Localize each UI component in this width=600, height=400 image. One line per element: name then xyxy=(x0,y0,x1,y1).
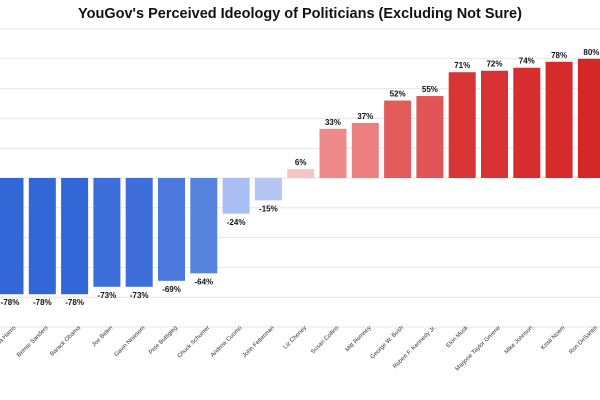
category-label: George W. Bush xyxy=(370,325,405,360)
bar-value-label: 78% xyxy=(551,51,567,60)
bar xyxy=(416,96,444,178)
category-label: Elon Musk xyxy=(446,324,471,349)
bar-value-label: 33% xyxy=(325,118,341,127)
bar xyxy=(319,128,347,178)
bar-value-label: 72% xyxy=(486,60,502,69)
bar-value-label: -78% xyxy=(33,298,52,307)
bar-value-label: 55% xyxy=(422,85,438,94)
bar-value-label: -73% xyxy=(98,291,117,300)
bar xyxy=(513,67,541,178)
bar-value-label: -69% xyxy=(162,285,181,294)
bar-value-label: -78% xyxy=(65,298,84,307)
bar xyxy=(28,178,56,295)
bar-value-label: 71% xyxy=(454,61,470,70)
bar-value-label: -73% xyxy=(130,291,149,300)
bar xyxy=(577,58,600,178)
category-label: Ron DeSantis xyxy=(568,325,598,355)
bars xyxy=(0,58,600,295)
bar xyxy=(0,178,24,295)
bar xyxy=(448,72,476,178)
bar xyxy=(287,169,315,178)
category-label: Susan Collins xyxy=(310,325,340,355)
category-label: Andrew Cuomo xyxy=(210,325,244,359)
bar xyxy=(384,100,412,178)
bar-value-label: -78% xyxy=(1,298,20,307)
category-label: Pete Buttigieg xyxy=(148,325,179,356)
bar xyxy=(545,61,573,178)
bar xyxy=(222,178,250,214)
category-label: Chuck Schumer xyxy=(177,325,211,359)
bar-value-label: 80% xyxy=(583,48,599,57)
bar xyxy=(254,178,282,201)
bar xyxy=(125,178,153,287)
category-label: Kamala Harris xyxy=(0,325,17,356)
bar xyxy=(61,178,89,295)
bar xyxy=(190,178,218,274)
bar-value-label: -64% xyxy=(194,277,213,286)
bar-value-label: -15% xyxy=(259,204,278,213)
value-labels: -78% -78% -78% -73% -73% -69% -64% -24% -15% 6% 33… xyxy=(1,48,600,307)
bar xyxy=(481,70,508,178)
category-label: Bernie Sanders xyxy=(16,325,49,358)
bar-value-label: 52% xyxy=(390,90,406,99)
category-label: Mike Johnson xyxy=(504,325,534,355)
bar xyxy=(93,178,121,287)
category-label: Mitt Romney xyxy=(345,325,373,353)
bar-value-label: 74% xyxy=(519,57,535,66)
bar-value-label: 37% xyxy=(357,112,373,121)
category-label: Liz Cheney xyxy=(283,325,308,350)
category-label: Gavin Newsom xyxy=(114,325,147,358)
bar xyxy=(351,122,379,178)
bar xyxy=(158,178,185,281)
category-label: John Fetterman xyxy=(242,325,276,359)
chart-title: YouGov's Perceived Ideology of Politicia… xyxy=(78,6,522,22)
bar-value-label: -24% xyxy=(227,218,246,227)
category-label: Joe Biden xyxy=(91,325,114,348)
category-label: Kristi Noem xyxy=(540,325,566,351)
category-label: Barack Obama xyxy=(49,325,82,358)
bar-value-label: 6% xyxy=(295,158,307,167)
